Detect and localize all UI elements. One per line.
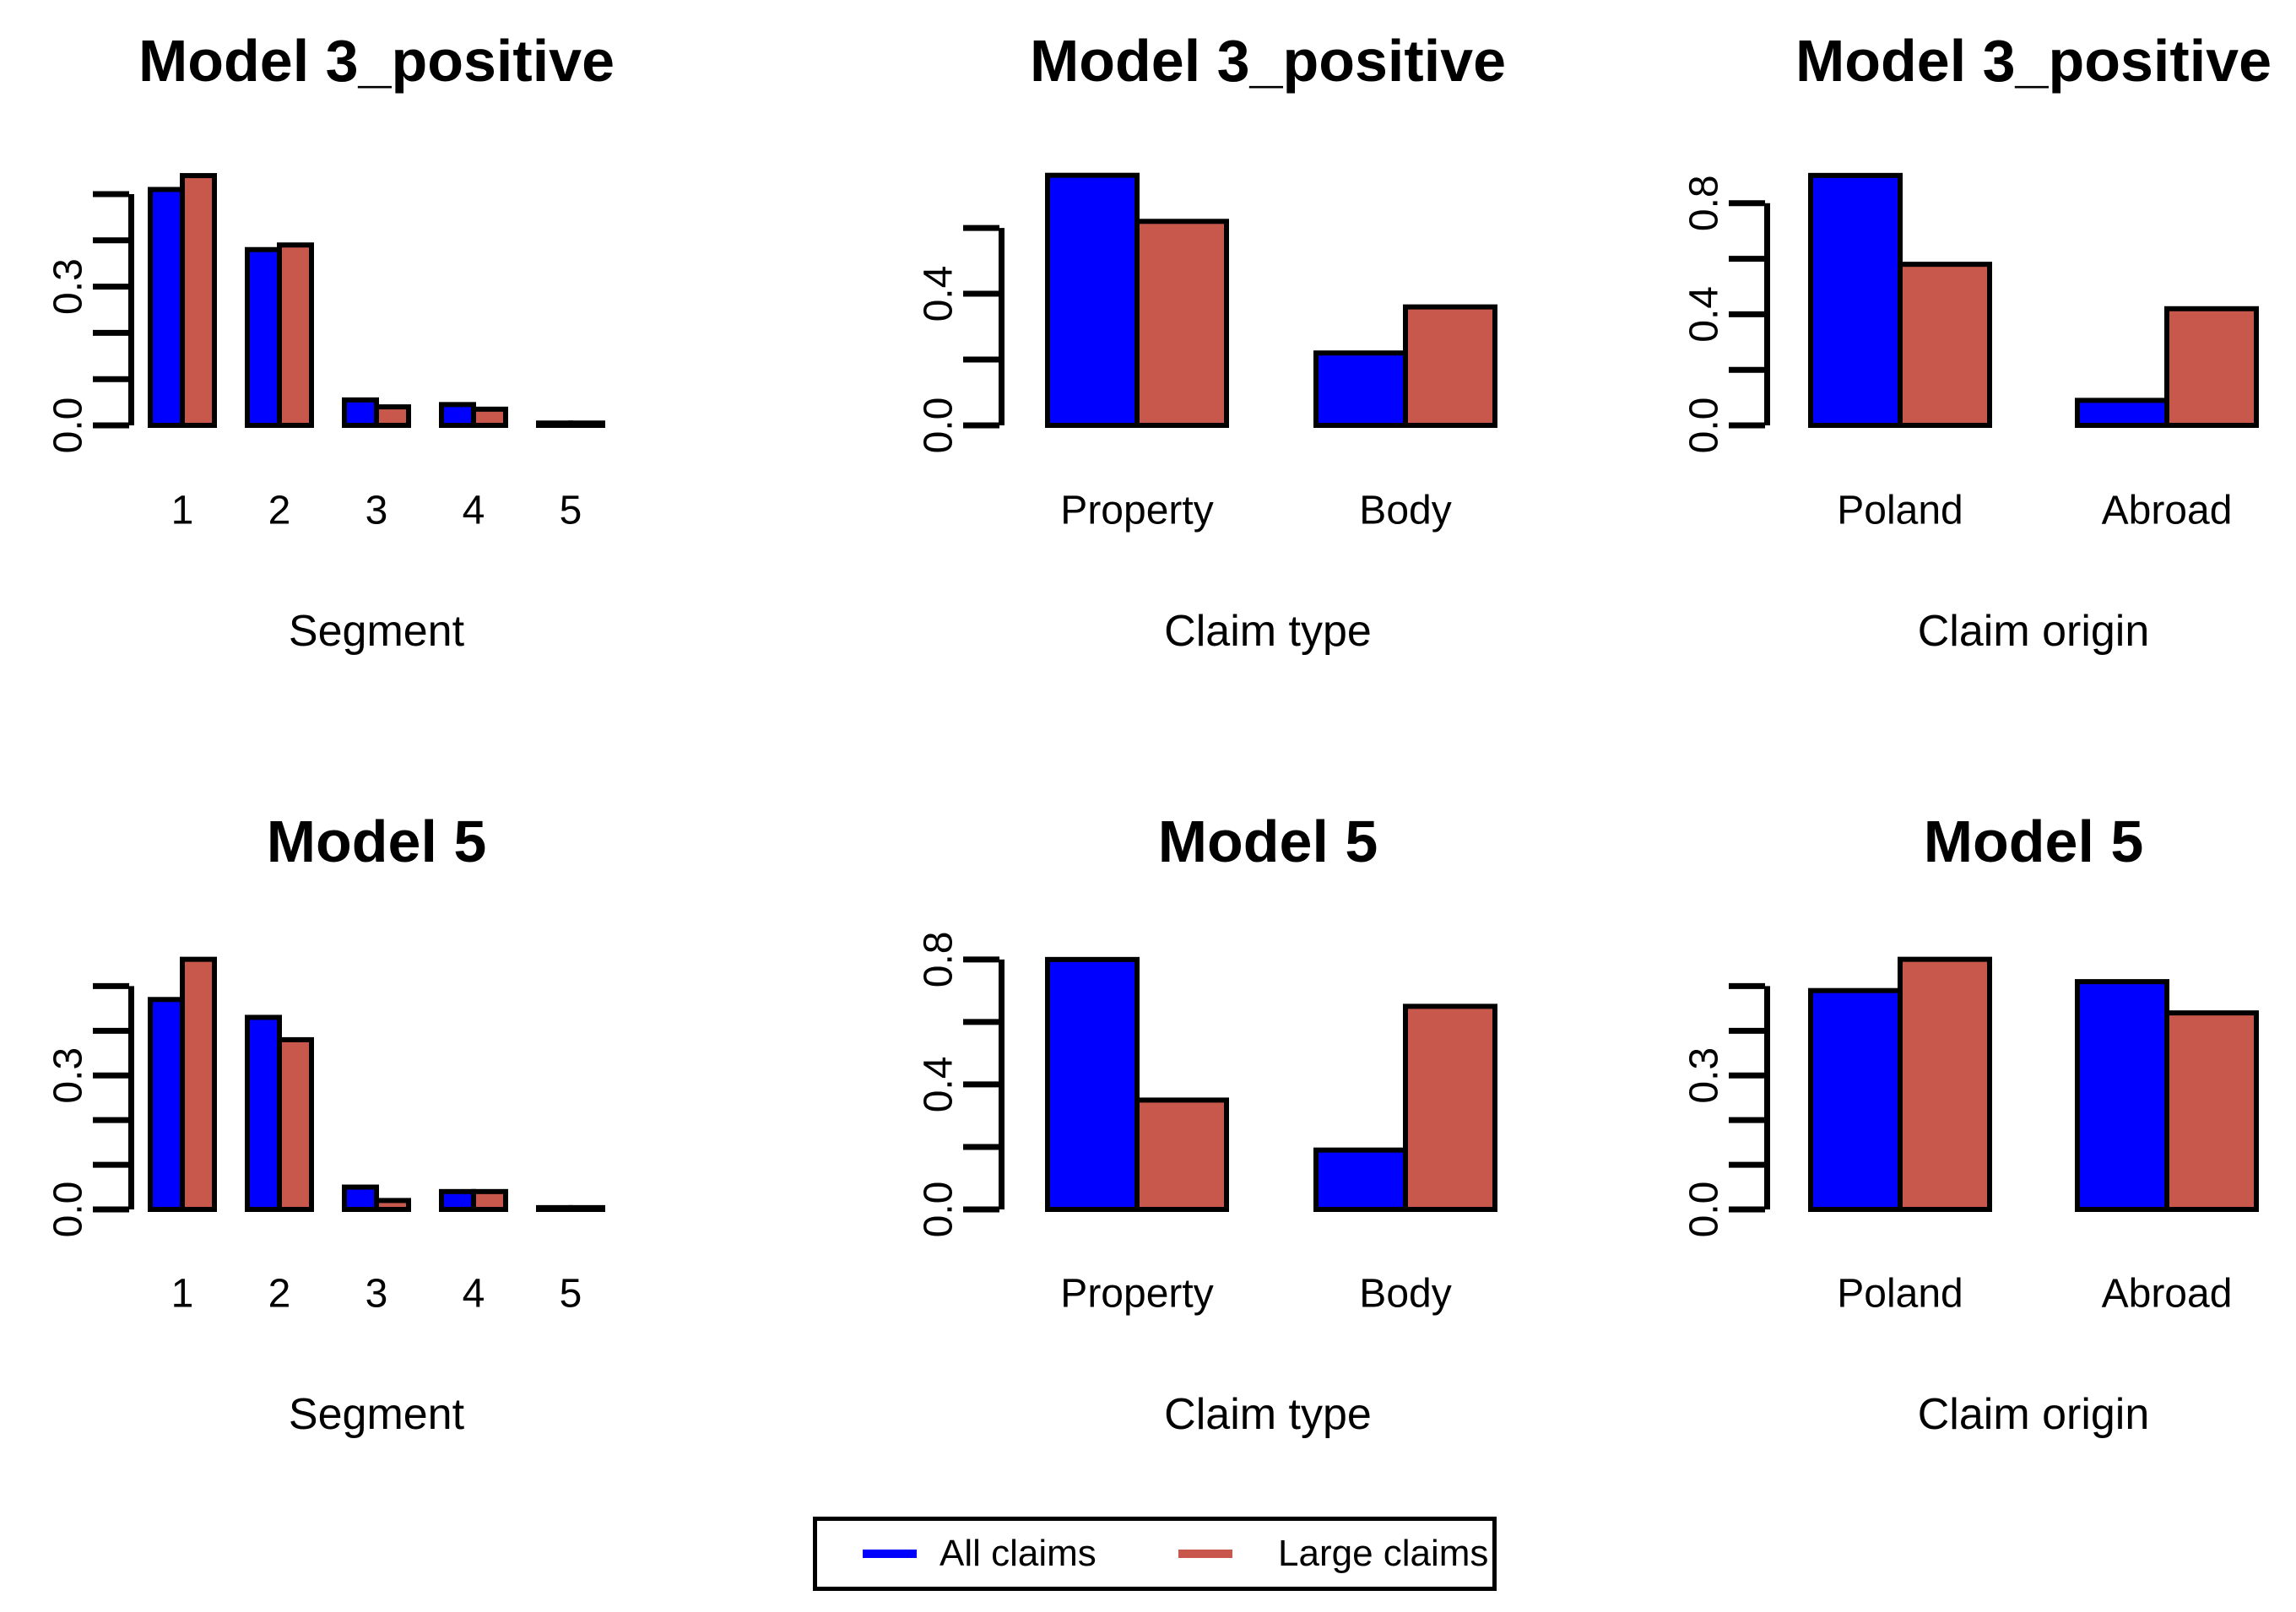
bar-model5-segment-4-large-claims	[471, 1188, 508, 1213]
bar-model5-segment-5-large-claims	[568, 1204, 605, 1213]
bar-model5-segment-4-all-claims	[439, 1188, 476, 1213]
bar-model5-segment-2-large-claims	[277, 1036, 314, 1213]
y-tick-label: 0.8	[917, 931, 961, 987]
bar-model3positive-claimtype-Property-large-claims	[1134, 219, 1229, 428]
category-label: 5	[560, 489, 582, 533]
chart-model3positive-claimorigin: 0.0 0.4 0.8 Poland Abroad Model 3_positive Cla…	[1682, 28, 2272, 656]
category-label: 4	[463, 489, 485, 533]
x-axis-title: Claim origin	[1918, 607, 2150, 656]
chart-title: Model 5	[1158, 809, 1378, 874]
category-label: 1	[171, 489, 194, 533]
category-label: Abroad	[2102, 1272, 2233, 1317]
bar-model5-claimorigin-Abroad-all-claims	[2075, 979, 2169, 1213]
bar-model5-claimtype-Property-all-claims	[1045, 956, 1140, 1213]
bar-model3positive-segment-2-large-claims	[277, 242, 314, 428]
category-label: Property	[1060, 489, 1213, 533]
y-tick-label: 0.3	[46, 258, 91, 315]
bar-model3positive-segment-3-large-claims	[374, 404, 411, 428]
y-tick-label: 0.0	[1682, 1182, 1727, 1238]
bar-model5-claimtype-Body-large-claims	[1403, 1003, 1497, 1212]
bar-model5-claimorigin-Poland-large-claims	[1898, 956, 1992, 1212]
bar-model3positive-claimtype-Property-all-claims	[1045, 172, 1140, 428]
category-label: Abroad	[2102, 489, 2233, 533]
bar-model5-segment-3-large-claims	[374, 1198, 411, 1212]
category-label: 5	[560, 1272, 582, 1317]
chart-model5-claimorigin: 0.0 0.3 Poland Abroad Model 5 Claim origin	[1682, 809, 2259, 1439]
x-axis-title: Claim origin	[1918, 1390, 2150, 1439]
category-label: Poland	[1837, 489, 1963, 533]
bar-model3positive-segment-1-large-claims	[180, 173, 217, 428]
bar-model5-claimtype-Property-large-claims	[1134, 1097, 1229, 1213]
y-tick-label: 0.4	[917, 266, 961, 322]
category-label: 3	[366, 1272, 388, 1317]
bar-model3positive-segment-2-all-claims	[245, 246, 282, 428]
chart-title: Model 3_positive	[1030, 28, 1506, 94]
y-tick-label: 0.4	[917, 1057, 961, 1113]
chart-model3positive-claimtype: 0.0 0.4 Property Body Model 3_positive Claim …	[917, 28, 1507, 656]
y-tick-label: 0.0	[46, 1182, 91, 1238]
bar-model3positive-segment-5-large-claims	[568, 420, 605, 429]
bar-model3positive-claimtype-Body-large-claims	[1403, 304, 1497, 428]
legend-swatch-large-claims	[1178, 1550, 1232, 1558]
legend-label-large-claims: Large claims	[1278, 1533, 1489, 1574]
bar-model5-segment-2-all-claims	[245, 1014, 282, 1212]
bar-model3positive-segment-1-all-claims	[148, 187, 185, 428]
legend-box: All claims Large claims	[813, 1517, 1497, 1591]
bar-model5-segment-3-all-claims	[342, 1184, 379, 1213]
x-axis-title: Claim type	[1164, 607, 1372, 656]
y-tick-label: 0.4	[1682, 286, 1727, 343]
bar-model5-claimtype-Body-all-claims	[1313, 1147, 1408, 1212]
category-label: 1	[171, 1272, 194, 1317]
chart-title: Model 3_positive	[1795, 28, 2272, 94]
y-tick-label: 0.3	[46, 1047, 91, 1104]
bar-model3positive-claimorigin-Poland-large-claims	[1898, 262, 1992, 428]
bar-model3positive-claimorigin-Abroad-large-claims	[2164, 306, 2259, 428]
bar-model3positive-claimorigin-Abroad-all-claims	[2075, 398, 2169, 428]
y-tick-label: 0.0	[1682, 398, 1727, 454]
category-label: Body	[1359, 489, 1451, 533]
y-tick-label: 0.0	[46, 398, 91, 454]
bar-model3positive-segment-4-all-claims	[439, 402, 476, 428]
bar-model5-segment-1-all-claims	[148, 997, 185, 1212]
chart-model5-segment: 0.0 0.3 1 2 3 4 5 Model 5 Segment	[46, 809, 605, 1439]
y-tick-label: 0.3	[1682, 1047, 1727, 1104]
bar-model5-claimorigin-Poland-all-claims	[1808, 987, 1903, 1212]
x-axis-title: Segment	[289, 607, 465, 656]
bar-model3positive-segment-5-all-claims	[536, 420, 573, 429]
chart-title: Model 3_positive	[138, 28, 615, 94]
chart-model5-claimtype: 0.0 0.4 0.8 Property Body Model 5 Claim type	[917, 809, 1497, 1439]
chart-title: Model 5	[1924, 809, 2144, 874]
legend-label-all-claims: All claims	[940, 1533, 1097, 1574]
chart-title: Model 5	[267, 809, 487, 874]
category-label: Property	[1060, 1272, 1213, 1317]
category-label: Poland	[1837, 1272, 1963, 1317]
bar-model3positive-segment-4-large-claims	[471, 406, 508, 429]
category-label: 3	[366, 489, 388, 533]
bar-model3positive-segment-3-all-claims	[342, 397, 379, 429]
y-tick-label: 0.8	[1682, 175, 1727, 231]
bar-model5-claimorigin-Abroad-large-claims	[2164, 1010, 2259, 1213]
category-label: 2	[268, 489, 291, 533]
category-label: 2	[268, 1272, 291, 1317]
x-axis-title: Claim type	[1164, 1390, 1372, 1439]
bar-model5-segment-1-large-claims	[180, 956, 217, 1212]
y-tick-label: 0.0	[917, 1182, 961, 1238]
bar-model5-segment-5-all-claims	[536, 1204, 573, 1213]
bar-model3positive-claimtype-Body-all-claims	[1313, 350, 1408, 428]
category-label: 4	[463, 1272, 485, 1317]
legend-swatch-all-claims	[863, 1550, 917, 1558]
y-tick-label: 0.0	[917, 398, 961, 454]
x-axis-title: Segment	[289, 1390, 465, 1439]
category-label: Body	[1359, 1272, 1451, 1317]
chart-model3positive-segment: 0.0 0.3 1 2 3 4 5 Model 3_positive Segment	[46, 28, 615, 656]
bar-model3positive-claimorigin-Poland-all-claims	[1808, 172, 1903, 428]
